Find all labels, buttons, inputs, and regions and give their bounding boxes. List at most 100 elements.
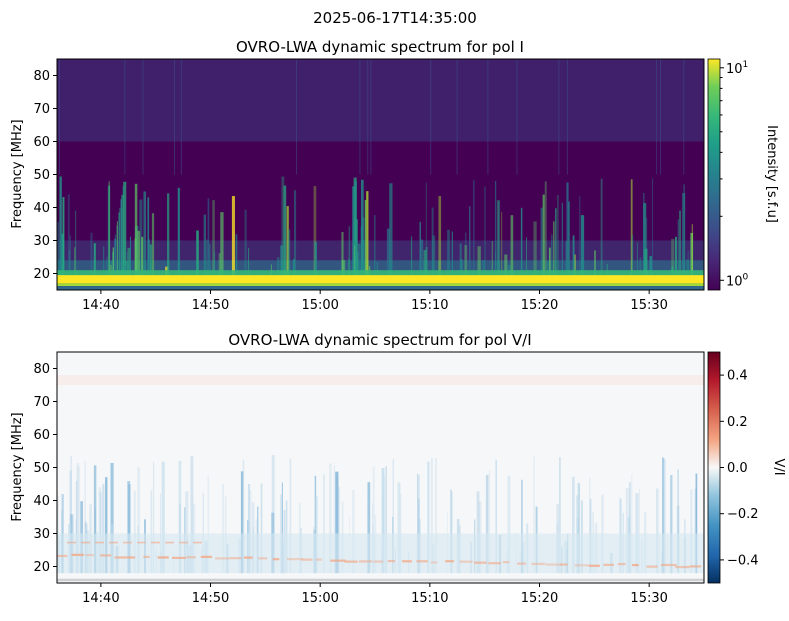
burst-streak <box>419 221 421 277</box>
burst-streak <box>690 232 694 277</box>
burst-streak <box>568 201 570 277</box>
burst-streak <box>431 207 434 277</box>
colorbar-tick-label: 0.2 <box>727 415 748 430</box>
vi-streak <box>70 455 73 574</box>
vi-red-segment <box>646 565 658 568</box>
vi-red-segment <box>215 557 230 560</box>
vi-red-dash <box>137 541 146 544</box>
burst-streak <box>644 248 648 277</box>
burst-streak <box>691 224 693 277</box>
colorbar-tick-label: 0.0 <box>727 461 748 476</box>
vi-streak <box>372 466 375 574</box>
burst-layer-i <box>57 59 704 277</box>
burst-streak <box>572 235 575 277</box>
burst-streak <box>366 191 369 277</box>
burst-streak <box>459 243 462 277</box>
vi-red-segment <box>588 564 600 567</box>
burst-streak <box>207 198 210 277</box>
faint-streak <box>656 59 658 175</box>
vi-red-segment <box>200 555 213 558</box>
vi-red-segment <box>172 556 186 560</box>
vi-streak <box>485 474 489 574</box>
vi-streak <box>69 470 72 574</box>
faint-streak <box>659 59 661 175</box>
vi-red-segment <box>330 559 346 562</box>
burst-streak <box>683 184 685 277</box>
vi-streak <box>161 461 165 574</box>
burst-streak <box>677 219 679 277</box>
y-axis-1: 20 30 40 50 60 70 80 <box>33 69 57 282</box>
vi-streak <box>281 482 283 574</box>
vi-red-segment <box>57 554 68 558</box>
vi-streak <box>242 459 245 574</box>
vi-streak <box>247 483 251 574</box>
vi-streak <box>417 474 420 574</box>
burst-streak <box>386 228 390 277</box>
vi-streak <box>105 477 108 574</box>
burst-streak <box>220 212 224 277</box>
vi-red-dash <box>109 541 118 544</box>
vi-streak <box>338 487 340 574</box>
vi-haze <box>57 533 704 574</box>
burst-streak <box>213 251 216 277</box>
vi-streak <box>450 489 452 574</box>
burst-streak <box>542 194 545 277</box>
faint-streak <box>367 59 369 175</box>
vi-streak <box>153 462 155 574</box>
colorbar-2-label: V/I <box>771 458 786 475</box>
vi-streak <box>690 489 693 574</box>
burst-streak <box>57 221 60 277</box>
vi-red-segment <box>617 563 626 566</box>
burst-streak <box>544 181 547 277</box>
vi-red-segment <box>100 554 112 557</box>
burst-streak <box>553 221 555 277</box>
burst-streak <box>464 244 468 277</box>
burst-streak <box>69 235 71 277</box>
burst-streak <box>177 187 180 277</box>
faint-streak <box>566 59 568 175</box>
vi-red-dash <box>179 541 188 544</box>
burst-streak <box>137 230 141 277</box>
burst-streak <box>555 208 557 277</box>
vi-red-segment <box>445 560 455 563</box>
burst-streak <box>574 254 576 277</box>
x-tick-label: 15:20 <box>521 298 558 313</box>
burst-streak <box>280 245 283 277</box>
burst-streak <box>341 259 346 277</box>
vi-streak <box>507 475 511 574</box>
x-tick-label: 15:30 <box>630 591 667 606</box>
x-tick-label: 14:40 <box>82 298 119 313</box>
vi-streak <box>99 492 103 574</box>
vi-streak <box>392 459 394 574</box>
y-tick-label: 80 <box>33 69 50 84</box>
burst-streak <box>631 235 634 277</box>
burst-streak <box>129 236 131 277</box>
vi-streak <box>77 466 80 574</box>
burst-streak <box>167 193 170 277</box>
burst-streak <box>447 229 450 277</box>
vi-red-dash <box>95 541 104 544</box>
burst-streak <box>90 232 93 277</box>
vi-streak <box>207 475 210 574</box>
faint-streak <box>487 59 489 175</box>
vi-streak <box>76 462 80 574</box>
vi-streak <box>271 455 275 574</box>
colorbar-tick-base: 10 <box>726 62 743 77</box>
vi-red-segment <box>358 560 373 563</box>
vi-red-segment <box>545 563 562 566</box>
vi-streak <box>137 467 141 574</box>
burst-streak <box>645 217 648 277</box>
vi-streak <box>98 487 102 574</box>
y-axis-label-2: Frequency [MHz] <box>10 412 25 521</box>
burst-streak <box>361 239 365 277</box>
burst-streak <box>671 238 675 277</box>
vi-streak <box>133 490 136 574</box>
vi-streak <box>289 458 292 574</box>
burst-streak <box>74 247 76 277</box>
burst-streak <box>208 244 211 277</box>
burst-streak <box>551 234 553 277</box>
y-tick-label: 60 <box>33 135 50 150</box>
burst-streak <box>244 209 247 277</box>
burst-streak <box>118 212 120 277</box>
vi-streak <box>249 490 252 574</box>
